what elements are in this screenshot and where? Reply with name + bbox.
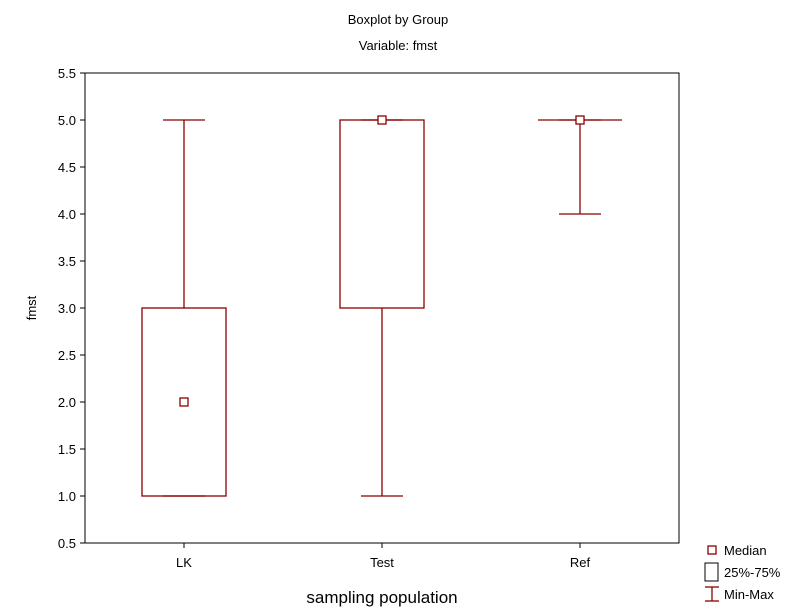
median-marker xyxy=(179,397,189,407)
x-axis-label: sampling population xyxy=(306,588,457,607)
iqr-box xyxy=(339,119,425,309)
y-tick-label: 1.5 xyxy=(58,442,76,457)
y-tick-label: 5.5 xyxy=(58,66,76,81)
y-tick-label: 3.5 xyxy=(58,254,76,269)
chart-subtitle: Variable: fmst xyxy=(359,38,438,53)
legend-label: Median xyxy=(724,543,767,558)
y-tick-label: 1.0 xyxy=(58,489,76,504)
legend-label: Min-Max xyxy=(724,587,774,602)
boxplot-series xyxy=(141,115,622,497)
y-tick-label: 2.0 xyxy=(58,395,76,410)
y-tick-label: 5.0 xyxy=(58,113,76,128)
y-tick-label: 4.5 xyxy=(58,160,76,175)
legend-median-symbol xyxy=(707,545,717,555)
y-axis-label: fmst xyxy=(24,295,39,320)
y-tick-label: 3.0 xyxy=(58,301,76,316)
iqr-box xyxy=(141,307,227,497)
legend: Median 25%-75% Min-Max xyxy=(704,543,781,602)
box-group-test xyxy=(339,115,425,497)
y-axis: 0.5 1.0 1.5 2.0 2.5 3.0 3.5 4.0 4.5 5.0 5.5 xyxy=(58,66,85,551)
legend-label: 25%-75% xyxy=(724,565,781,580)
y-tick-label: 2.5 xyxy=(58,348,76,363)
x-tick-label: LK xyxy=(176,555,192,570)
x-tick-label: Ref xyxy=(570,555,591,570)
x-tick-label: Test xyxy=(370,555,394,570)
legend-box-symbol xyxy=(704,562,719,582)
chart-title: Boxplot by Group xyxy=(348,12,448,27)
median-marker xyxy=(377,115,387,125)
median-marker xyxy=(575,115,585,125)
box-group-ref xyxy=(538,115,622,215)
y-tick-label: 0.5 xyxy=(58,536,76,551)
box-group-lk xyxy=(141,119,227,497)
y-tick-label: 4.0 xyxy=(58,207,76,222)
x-axis: LK Test Ref xyxy=(176,543,591,570)
